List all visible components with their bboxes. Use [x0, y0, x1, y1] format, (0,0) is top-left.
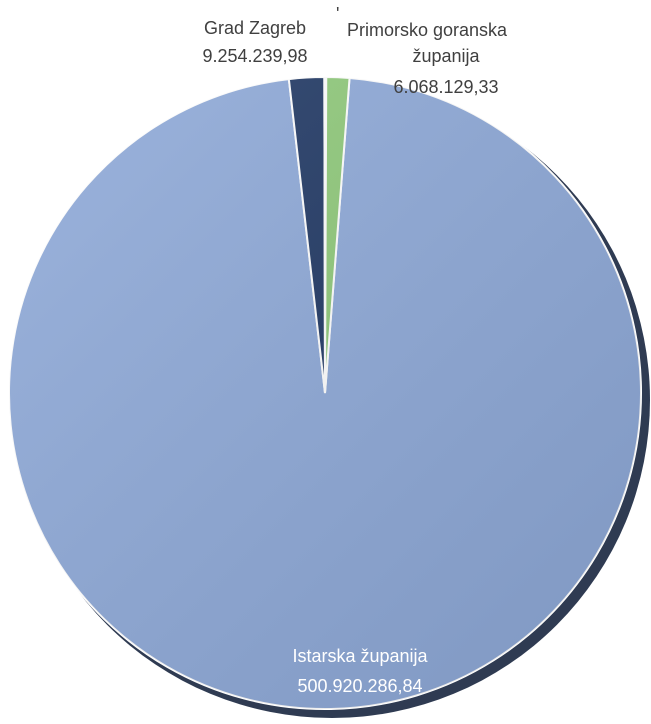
svg-text:9.254.239,98: 9.254.239,98: [202, 46, 307, 66]
slice-label-istarska-value: 500.920.286,84: [297, 676, 422, 696]
slice-label-primorsko-name-1: Primorsko goranska: [347, 20, 508, 40]
slice-label-zagreb-name: Grad Zagreb: [204, 18, 306, 38]
svg-text:Grad Zagreb: Grad Zagreb: [204, 18, 306, 38]
slice-label-zagreb-value: 9.254.239,98: [202, 46, 307, 66]
slice-label-primorsko-name-2: županija: [412, 46, 480, 66]
slice-label-istarska-name: Istarska županija: [292, 646, 428, 666]
slice-label-primorsko-value: 6.068.129,33: [393, 77, 498, 97]
pie-slices: [8, 75, 642, 710]
slice-label-small-mark: ': [336, 4, 339, 24]
